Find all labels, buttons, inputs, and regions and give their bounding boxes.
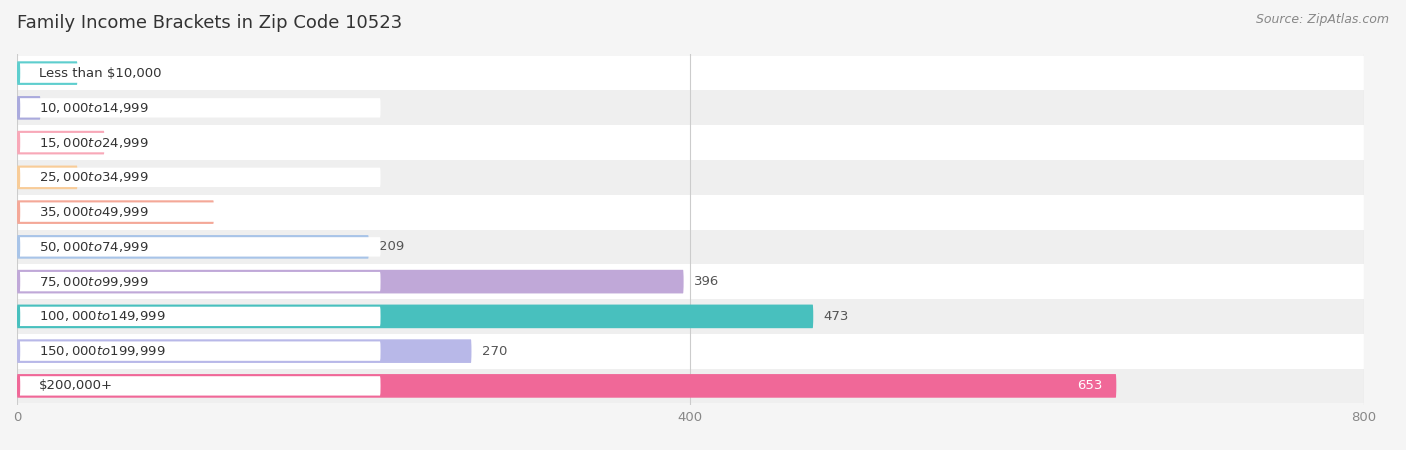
Text: $15,000 to $24,999: $15,000 to $24,999: [39, 135, 149, 149]
FancyBboxPatch shape: [17, 166, 77, 189]
Text: 209: 209: [378, 240, 404, 253]
Text: $25,000 to $34,999: $25,000 to $34,999: [39, 171, 149, 184]
Text: Source: ZipAtlas.com: Source: ZipAtlas.com: [1256, 14, 1389, 27]
Bar: [17, 230, 1364, 264]
FancyBboxPatch shape: [17, 270, 683, 293]
FancyBboxPatch shape: [18, 168, 381, 187]
Text: $100,000 to $149,999: $100,000 to $149,999: [39, 310, 166, 324]
Text: 52: 52: [114, 136, 132, 149]
FancyBboxPatch shape: [17, 305, 813, 328]
Text: $75,000 to $99,999: $75,000 to $99,999: [39, 274, 149, 288]
FancyBboxPatch shape: [18, 98, 381, 117]
Text: 396: 396: [693, 275, 718, 288]
FancyBboxPatch shape: [17, 96, 41, 120]
Bar: [17, 334, 1364, 369]
FancyBboxPatch shape: [18, 202, 381, 222]
Bar: [17, 195, 1364, 230]
FancyBboxPatch shape: [18, 307, 381, 326]
Text: 36: 36: [87, 171, 104, 184]
FancyBboxPatch shape: [17, 339, 471, 363]
Text: $35,000 to $49,999: $35,000 to $49,999: [39, 205, 149, 219]
FancyBboxPatch shape: [18, 376, 381, 396]
Bar: [17, 160, 1364, 195]
Bar: [17, 299, 1364, 334]
FancyBboxPatch shape: [17, 131, 104, 154]
Text: $10,000 to $14,999: $10,000 to $14,999: [39, 101, 149, 115]
Bar: [17, 369, 1364, 403]
Bar: [17, 125, 1364, 160]
Bar: [17, 264, 1364, 299]
Text: Less than $10,000: Less than $10,000: [39, 67, 162, 80]
FancyBboxPatch shape: [18, 63, 381, 83]
Bar: [17, 56, 1364, 90]
FancyBboxPatch shape: [18, 133, 381, 152]
Text: 270: 270: [482, 345, 508, 358]
Text: 36: 36: [87, 67, 104, 80]
Text: 473: 473: [824, 310, 849, 323]
FancyBboxPatch shape: [17, 374, 1116, 398]
Text: Family Income Brackets in Zip Code 10523: Family Income Brackets in Zip Code 10523: [17, 14, 402, 32]
FancyBboxPatch shape: [18, 237, 381, 256]
Text: 117: 117: [224, 206, 249, 219]
Text: $150,000 to $199,999: $150,000 to $199,999: [39, 344, 166, 358]
FancyBboxPatch shape: [17, 235, 368, 259]
Text: 653: 653: [1077, 379, 1102, 392]
FancyBboxPatch shape: [17, 61, 77, 85]
Text: 14: 14: [51, 101, 67, 114]
Text: $200,000+: $200,000+: [39, 379, 114, 392]
Text: $50,000 to $74,999: $50,000 to $74,999: [39, 240, 149, 254]
Bar: [17, 90, 1364, 125]
FancyBboxPatch shape: [17, 200, 214, 224]
FancyBboxPatch shape: [18, 272, 381, 291]
FancyBboxPatch shape: [18, 342, 381, 361]
